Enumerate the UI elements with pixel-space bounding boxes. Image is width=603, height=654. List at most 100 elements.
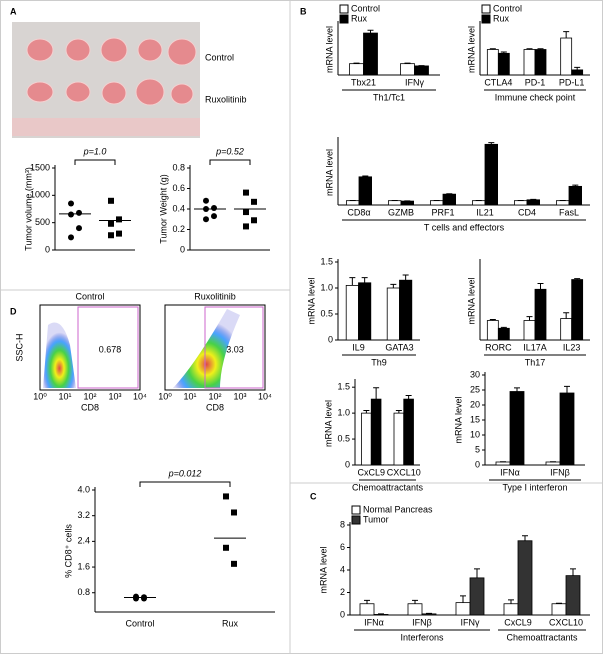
legend-swatch [339,4,349,14]
bar [345,200,360,206]
y-axis-label: mRNA level [318,546,328,593]
y-tick-label: 1500 [30,162,50,172]
flow-title: Ruxolitinib [194,291,236,301]
error-bar [405,394,412,400]
annotation: p=1.0 [83,146,107,156]
point [231,509,237,516]
x-axis-label: Chemoattractants [352,482,424,492]
legend-swatch [339,14,349,24]
bar [534,288,547,341]
y-tick-label: 0 [345,459,350,469]
x-tick-label: IFNβ [412,617,432,627]
x-tick-label: PD-1 [525,77,546,87]
y-tick-label: 10 [470,429,480,439]
bar [400,63,415,76]
x-axis-label: Th1/Tc1 [373,92,405,102]
error-bar [395,410,402,414]
error-bar [474,568,480,578]
x-tick-label: IFNα [500,467,520,477]
panel-label: C [310,491,317,501]
bar [359,603,375,616]
error-bar [367,29,374,34]
bar [559,392,575,466]
point [108,232,114,239]
point [243,209,249,216]
error-bar [404,62,411,64]
flow-density [173,309,240,388]
y-axis-label: mRNA level [306,277,316,324]
flow-xtick: 10³ [233,391,246,401]
panel-label: D [10,306,17,316]
error-bar [402,274,409,281]
flow-gate-value: 3.03 [226,344,244,354]
flow-xtick: 10¹ [58,391,71,401]
y-tick-label: 0.4 [172,203,185,213]
annotation: p=0.52 [215,146,244,156]
x-axis-label: Chemoattractants [506,632,578,642]
x-tick-label: CTLA4 [484,77,512,87]
y-tick-label: 20 [470,399,480,409]
bar [556,200,570,206]
photo: Control Ruxolitinib [12,22,247,138]
flow-xlabel: CD8 [81,402,99,412]
panel-label: B [300,6,307,16]
x-axis-label: Th17 [525,357,546,367]
error-bar [363,410,370,414]
x-tick-label: FasL [559,207,579,217]
photo-label: Ruxolitinib [205,94,247,104]
bar [349,63,364,76]
flow-ylabel: SSC-H [14,333,24,361]
point [243,189,249,196]
y-tick-label: 1.6 [77,561,90,571]
y-axis-label: mRNA level [324,26,334,73]
y-tick-label: 0.5 [337,433,350,443]
flow-xtick: 10¹ [183,391,196,401]
bar [358,176,373,206]
point [68,211,74,218]
error-bar [500,51,507,54]
legend-swatch [481,14,491,24]
x-tick-label: RORC [485,342,512,352]
bar [551,603,567,616]
y-tick-label: 0.6 [172,183,185,193]
legend-label: Control [351,3,380,13]
flow-xtick: 10⁰ [33,391,47,401]
flow-gate [204,306,264,389]
y-tick-label: 500 [35,217,50,227]
legend-label: Rux [493,13,510,23]
x-tick-label: CD8α [347,207,370,217]
bar [517,540,533,616]
bar [509,391,525,466]
bar [560,37,573,76]
flow-gate-value: 0.678 [99,344,122,354]
photo-label: Control [205,52,234,62]
bar [497,52,510,76]
x-tick-label: PD-L1 [559,77,585,87]
error-bar [514,387,520,392]
tumors [26,37,197,106]
bar [503,603,519,616]
x-tick-label: IL23 [563,342,581,352]
bar [514,200,528,206]
error-bar [526,48,533,50]
y-tick-label: 1.5 [320,256,333,266]
flow-xtick: 10³ [108,391,121,401]
y-tick-label: 0.8 [172,162,185,172]
point [223,493,229,500]
bar [484,143,499,206]
error-bar [460,595,466,603]
error-bar [489,319,496,321]
y-axis-label: % CD8⁺ cells [63,524,73,578]
x-tick-label: IL21 [476,207,494,217]
bar [345,284,359,341]
error-bar [378,613,384,615]
bar [403,398,414,466]
error-bar [574,66,581,70]
flow-density [43,322,76,388]
bracket [209,159,251,165]
bar [429,200,444,206]
flow-xtick: 10⁴ [133,391,147,401]
x-tick-label: IFNγ [461,617,480,627]
y-tick-label: 4.0 [77,484,90,494]
